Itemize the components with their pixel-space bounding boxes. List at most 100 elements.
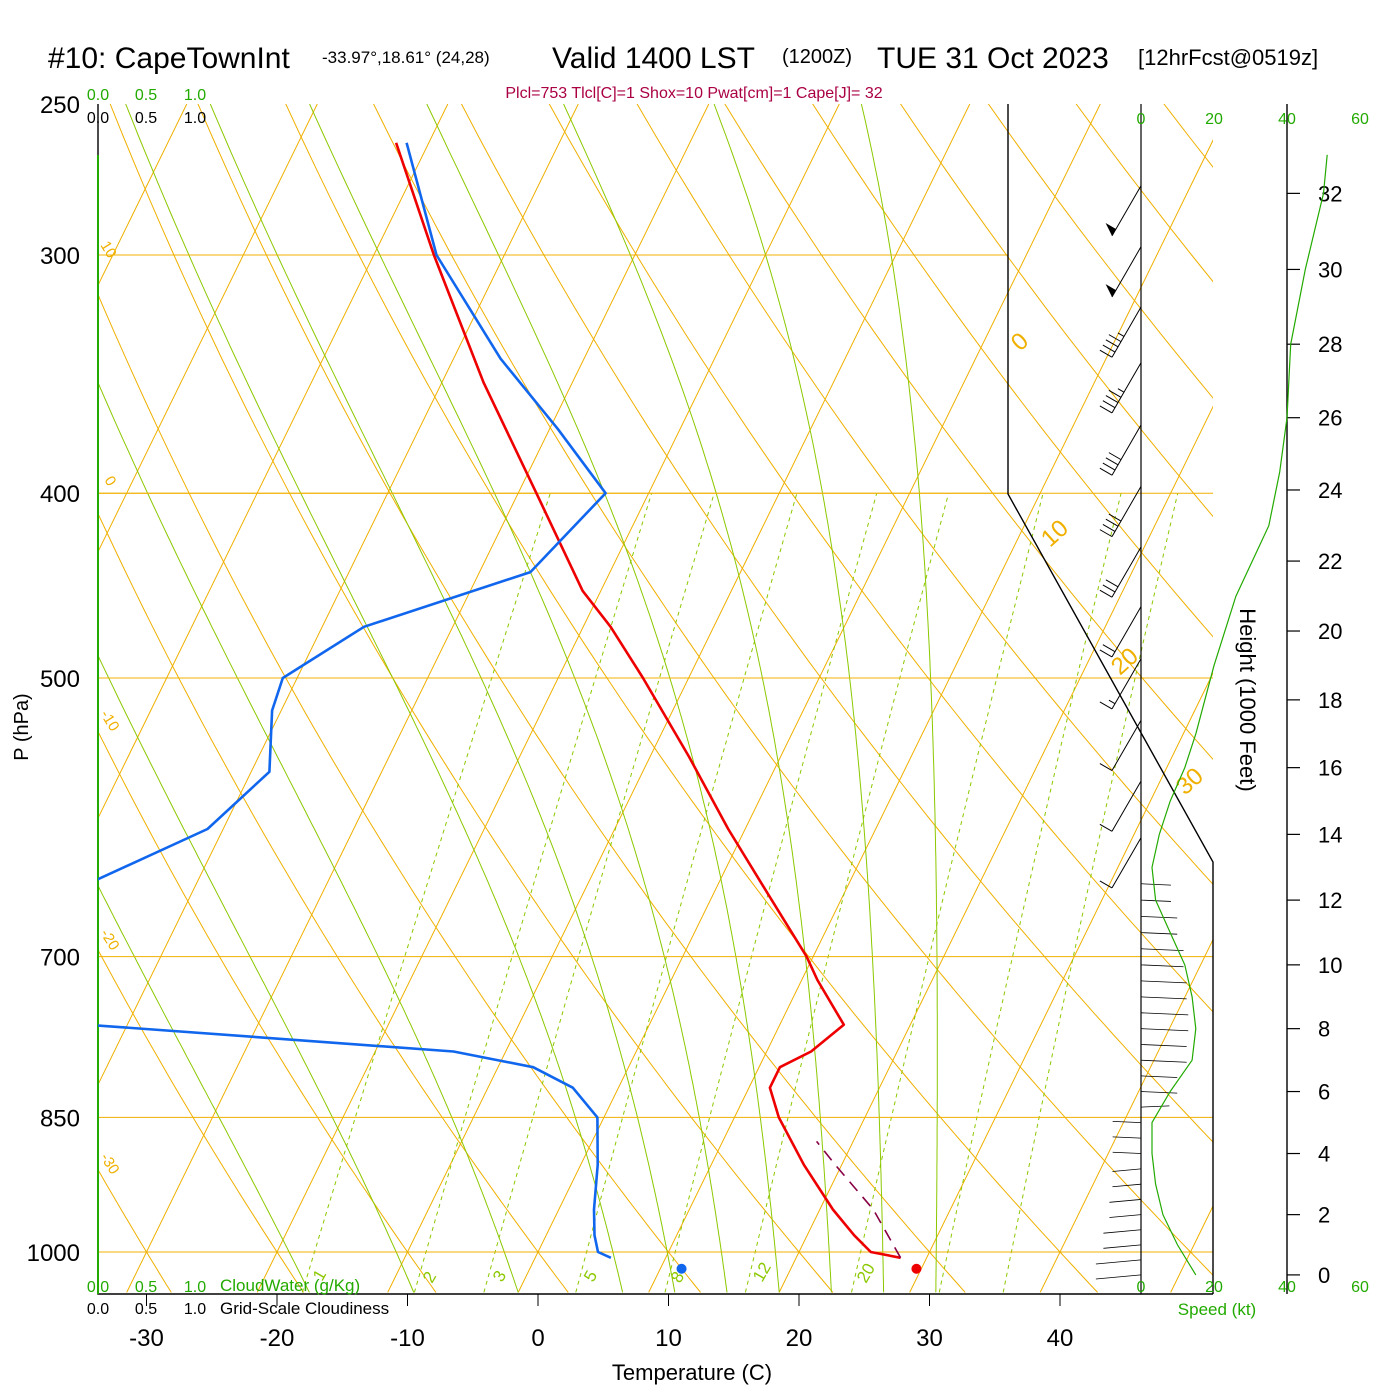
wind-barb-low xyxy=(1140,1105,1170,1108)
zulu-time: (1200Z) xyxy=(782,46,852,68)
pressure-label: 500 xyxy=(40,666,80,693)
dry-adiabat-line xyxy=(724,104,1213,761)
cloudiness-label: Grid-Scale Cloudiness xyxy=(220,1299,389,1318)
temperature-tick-label: -20 xyxy=(260,1325,295,1352)
isotherm-line xyxy=(98,104,449,820)
cloudiness-scale-top: 0.5 xyxy=(135,110,157,127)
mixing-ratio-line xyxy=(1002,493,1179,1293)
dry-adiabat-line xyxy=(636,104,1213,886)
temperature-tick-label: 40 xyxy=(1047,1325,1074,1352)
valid-time: Valid 1400 LST xyxy=(552,42,755,75)
dry-adiabat-line xyxy=(98,512,569,1293)
wind-barb-flag xyxy=(1105,395,1119,403)
isotherm-line xyxy=(98,104,579,1086)
height-tick-label: 14 xyxy=(1318,822,1342,847)
wind-barb-low xyxy=(1140,948,1184,952)
pressure-label: 850 xyxy=(40,1105,80,1132)
wind-barb-flag xyxy=(1099,589,1113,598)
wind-barb-staff xyxy=(1111,780,1142,832)
wind-barb-pennant xyxy=(1105,222,1116,236)
moist-adiabat-line xyxy=(98,381,519,1293)
sounding-series xyxy=(98,142,922,1274)
temperature-tick-label: -30 xyxy=(129,1325,164,1352)
isotherm-label: 20 xyxy=(1106,643,1144,681)
station-title: #10: CapeTownInt xyxy=(48,42,290,75)
wind-barb-low xyxy=(1112,1136,1142,1139)
height-tick-label: 10 xyxy=(1318,953,1342,978)
height-tick-label: 28 xyxy=(1318,332,1342,357)
y-axis-title: P (hPa) xyxy=(11,693,33,760)
mixing-ratio-lines xyxy=(301,493,1179,1293)
moist-adiabat-line xyxy=(309,104,728,1293)
wind-barb-low xyxy=(1109,1214,1142,1218)
isotherm-line xyxy=(648,139,1213,1293)
wind-barb-staff xyxy=(1111,658,1142,710)
height-tick-label: 12 xyxy=(1318,888,1342,913)
cloudwater-label: CloudWater (g/Kg) xyxy=(220,1276,360,1295)
indices-line: Plcl=753 Tlcl[C]=1 Shox=10 Pwat[cm]=1 Ca… xyxy=(505,85,882,102)
temperature-tick-label: 0 xyxy=(531,1325,544,1352)
wind-barb-flag xyxy=(1102,462,1116,471)
height-tick-label: 16 xyxy=(1318,756,1342,781)
wind-barb-flag xyxy=(1099,701,1113,710)
wind-barb-staff xyxy=(1111,424,1142,476)
dry-adiabat-line xyxy=(98,948,305,1293)
speed-scale-bottom: 60 xyxy=(1351,1279,1369,1296)
wind-barb-flag xyxy=(1102,584,1116,593)
wind-barb-low xyxy=(1140,1059,1187,1063)
dry-adiabat-line xyxy=(1163,104,1213,168)
isotherm-line xyxy=(387,104,971,1293)
mixing-ratio-line xyxy=(575,493,798,1293)
wind-barb-flag xyxy=(1105,339,1119,348)
wind-barb-low xyxy=(1112,1120,1142,1124)
wind-barb-low xyxy=(1112,1168,1142,1172)
dry-adiabat-line xyxy=(109,104,834,1293)
pressure-label: 300 xyxy=(40,243,80,270)
wind-barb-low xyxy=(1112,1183,1142,1188)
mixing-ratio-line xyxy=(851,493,1044,1293)
cloudiness-scale-bottom: 0.0 xyxy=(87,1301,109,1318)
wind-barb-low xyxy=(1112,1151,1142,1154)
wind-barb-flag xyxy=(1108,513,1122,522)
wind-barb-low xyxy=(1140,932,1178,935)
wind-barb-flag xyxy=(1099,529,1113,538)
dewpoint-surface-point xyxy=(676,1263,687,1274)
mixing-ratio-line xyxy=(744,493,950,1293)
dry-adiabat-line xyxy=(98,293,701,1293)
wind-barb-staff xyxy=(1111,362,1142,414)
wind-barb-flag xyxy=(1099,349,1113,358)
cloudwater-scale-top: 1.0 xyxy=(184,87,206,104)
wind-barb-flag xyxy=(1102,344,1116,353)
moist-adiabat-line xyxy=(98,654,415,1293)
wind-barb-staff xyxy=(1111,606,1142,658)
valid-date: TUE 31 Oct 2023 xyxy=(877,42,1109,75)
wind-barb-flag xyxy=(1099,763,1113,771)
isobar-lines xyxy=(98,254,1213,1253)
wind-barb-low xyxy=(1140,980,1187,984)
cloudiness-scale-bottom: 1.0 xyxy=(184,1301,206,1318)
wind-barb-halfflag xyxy=(1117,332,1125,337)
dry-adiabat-line xyxy=(1312,70,1400,1292)
cloudwater-scale-bottom: 0.0 xyxy=(87,1279,109,1296)
height-tick-label: 26 xyxy=(1318,406,1342,431)
dry-adiabat-line xyxy=(373,104,1213,1276)
dry-adiabat-label: 10 xyxy=(97,238,120,261)
wind-barb-low xyxy=(1095,1259,1142,1265)
cloudwater-scale-bottom: 0.5 xyxy=(135,1279,157,1296)
moist-adiabat-line xyxy=(563,104,832,1293)
mixing-ratio-label: 12 xyxy=(749,1259,775,1285)
speed-scale-bottom: 20 xyxy=(1205,1279,1223,1296)
wind-barb-low xyxy=(1103,1229,1142,1234)
pressure-label: 1000 xyxy=(27,1240,80,1267)
dry-adiabat-line xyxy=(899,104,1213,518)
wind-speed-profile xyxy=(1151,154,1328,1276)
isotherm-line xyxy=(126,104,710,1293)
wind-barb-flag xyxy=(1099,467,1113,476)
temperature-tick-labels: -30 -20 -10 0 10 20 30 40 xyxy=(129,1294,1073,1352)
height-tick-label: 4 xyxy=(1318,1142,1330,1167)
speed-scale-top: 0 xyxy=(1137,111,1146,128)
wind-barb-staff xyxy=(1111,185,1142,237)
wind-barb-low xyxy=(1140,1044,1187,1047)
wind-barb-low xyxy=(1140,883,1171,886)
